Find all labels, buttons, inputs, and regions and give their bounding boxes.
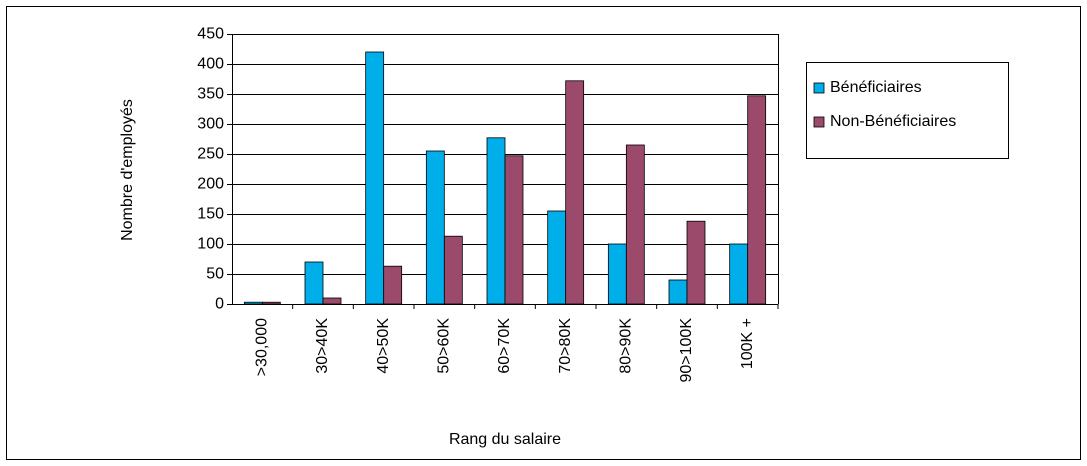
bar <box>365 51 385 305</box>
bar <box>686 220 706 305</box>
x-tick-label: 100K + <box>739 318 756 369</box>
y-tick-label: 350 <box>197 86 224 103</box>
bar <box>607 243 627 305</box>
bar <box>729 243 749 305</box>
x-tick-label: 80>90K <box>618 318 635 374</box>
legend-box <box>806 62 1009 159</box>
y-tick-label: 0 <box>215 296 224 313</box>
bar <box>261 301 281 305</box>
x-tick-label: 90>100K <box>678 318 695 383</box>
bar <box>547 210 567 305</box>
x-axis-title: Rang du salaire <box>449 431 561 448</box>
y-axis-title: Nombre d'employés <box>119 99 136 241</box>
bar <box>747 95 767 305</box>
y-tick-label: 300 <box>197 116 224 133</box>
bar <box>425 150 445 305</box>
bar <box>668 279 688 305</box>
y-tick-label: 200 <box>197 176 224 193</box>
chart-border <box>6 6 1081 460</box>
y-tick-label: 100 <box>197 236 224 253</box>
bar <box>486 137 506 305</box>
x-tick-label: 40>50K <box>375 318 392 374</box>
y-tick-label: 450 <box>197 26 224 43</box>
bar <box>383 265 403 305</box>
bar <box>443 235 463 305</box>
y-tick-label: 400 <box>197 56 224 73</box>
bar <box>625 144 645 305</box>
x-tick-label: >30,000 <box>254 318 271 376</box>
x-tick-label: 60>70K <box>496 318 513 374</box>
x-tick-label: 70>80K <box>557 318 574 374</box>
y-tick-label: 250 <box>197 146 224 163</box>
x-tick-label: 30>40K <box>314 318 331 374</box>
bar <box>504 155 524 305</box>
legend-label: Bénéficiaires <box>830 79 922 96</box>
x-tick-label: 50>60K <box>436 318 453 374</box>
y-tick-label: 50 <box>206 266 224 283</box>
y-tick-label: 150 <box>197 206 224 223</box>
legend-swatch <box>813 82 825 94</box>
legend-swatch <box>813 116 825 128</box>
bar <box>243 301 263 305</box>
bar <box>304 261 324 305</box>
bar <box>322 297 342 305</box>
bar <box>565 80 585 305</box>
legend-label: Non-Bénéficiaires <box>830 113 956 130</box>
